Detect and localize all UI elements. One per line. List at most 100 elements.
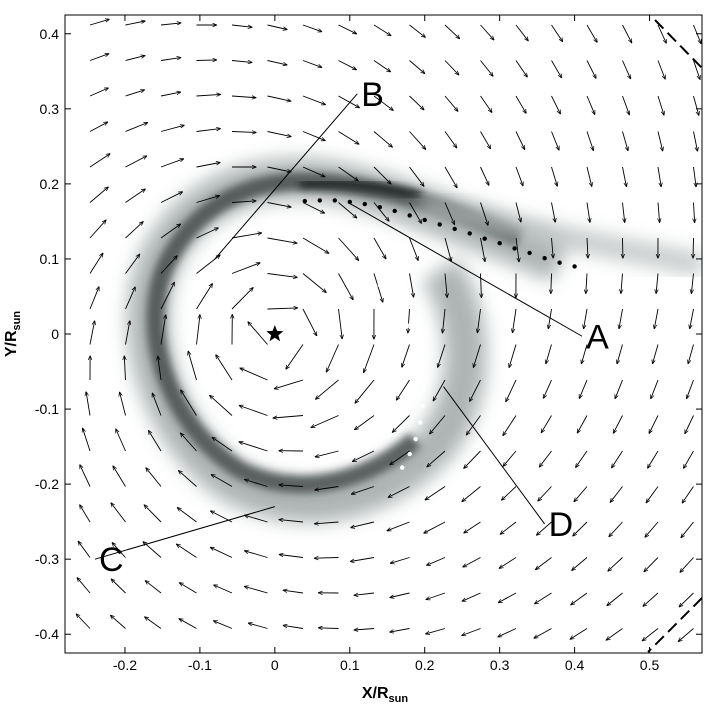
series-point — [332, 198, 337, 203]
density-arm-ridge — [299, 179, 422, 201]
velocity-arrow — [693, 60, 701, 80]
velocity-arrow — [409, 95, 424, 110]
velocity-arrow — [408, 308, 410, 333]
velocity-arrow — [642, 628, 659, 641]
velocity-arrow — [352, 450, 375, 462]
velocity-arrow — [499, 557, 517, 569]
y-tick-label: 0.2 — [40, 176, 60, 192]
series-point — [377, 205, 382, 210]
velocity-arrow — [267, 237, 298, 243]
velocity-arrow — [694, 202, 695, 223]
series-point — [557, 260, 562, 265]
series-point — [542, 256, 547, 261]
series-point — [437, 222, 442, 227]
velocity-arrow — [152, 393, 162, 416]
velocity-arrow — [503, 450, 517, 466]
velocity-arrow — [160, 224, 181, 239]
boundary-dashes — [647, 19, 702, 653]
velocity-arrow — [515, 60, 527, 78]
velocity-arrow — [586, 60, 596, 79]
velocity-arrow — [355, 415, 375, 430]
velocity-arrow — [160, 159, 184, 168]
velocity-arrow — [444, 95, 458, 111]
velocity-arrow — [338, 24, 357, 34]
velocity-arrow — [177, 544, 197, 558]
boundary-dash-bottom — [647, 597, 702, 653]
velocity-arrow — [279, 485, 304, 487]
y-tick-label: 0.3 — [40, 101, 60, 117]
velocity-arrow — [551, 95, 561, 114]
series-point — [377, 283, 382, 288]
velocity-arrow — [615, 379, 623, 399]
velocity-arrow — [551, 166, 558, 186]
velocity-arrow — [351, 486, 375, 495]
velocity-arrow — [543, 379, 552, 398]
velocity-arrow — [390, 628, 410, 633]
velocity-arrow — [480, 237, 486, 262]
velocity-arrow — [473, 344, 481, 368]
velocity-arrow — [430, 415, 446, 434]
velocity-arrow — [657, 166, 661, 187]
velocity-arrow — [409, 60, 425, 74]
velocity-arrow — [515, 131, 525, 150]
velocity-arrow — [610, 486, 623, 503]
velocity-arrow — [302, 60, 322, 68]
velocity-arrow — [125, 189, 146, 203]
velocity-arrow — [196, 284, 213, 310]
velocity-arrow — [481, 273, 482, 298]
velocity-arrow — [351, 521, 375, 528]
velocity-arrow — [240, 368, 268, 381]
velocity-arrow — [573, 521, 588, 536]
velocity-arrow — [231, 96, 256, 98]
velocity-arrow — [231, 24, 252, 27]
series-point — [527, 250, 532, 256]
velocity-arrow — [160, 282, 175, 310]
velocity-arrow — [690, 308, 694, 329]
velocity-arrow — [576, 450, 588, 467]
velocity-arrow — [89, 321, 95, 345]
series-point — [362, 201, 367, 207]
velocity-arrow — [302, 308, 317, 336]
velocity-arrow — [286, 344, 304, 370]
velocity-arrow — [326, 344, 339, 373]
velocity-arrow — [373, 202, 389, 222]
velocity-arrow — [688, 344, 694, 364]
velocity-arrow — [586, 166, 592, 186]
velocity-arrow — [586, 273, 587, 294]
velocity-arrow — [373, 166, 391, 184]
velocity-arrow — [551, 202, 556, 223]
velocity-arrow — [622, 24, 632, 43]
velocity-arrow — [586, 24, 597, 42]
velocity-arrow — [160, 92, 181, 97]
velocity-arrow — [231, 233, 262, 239]
velocity-arrow — [409, 202, 422, 224]
annotation-pointer-a — [349, 202, 583, 337]
density-map — [127, 158, 702, 523]
series-point — [398, 309, 403, 314]
velocity-arrow — [274, 379, 304, 389]
x-tick-label: 0.4 — [565, 657, 585, 673]
velocity-arrow — [693, 95, 699, 115]
velocity-arrow — [551, 131, 560, 151]
velocity-arrow — [444, 131, 457, 148]
velocity-arrow — [196, 228, 219, 239]
x-axis-label: X/Rsun — [362, 685, 409, 705]
velocity-arrow — [657, 60, 665, 80]
velocity-arrow — [535, 592, 552, 604]
velocity-arrow — [619, 308, 623, 329]
y-tick-label: -0.4 — [35, 626, 59, 642]
velocity-arrow — [160, 125, 184, 132]
series-point — [302, 198, 307, 204]
velocity-arrow — [144, 505, 162, 523]
velocity-arrow — [196, 94, 221, 96]
velocity-arrow — [179, 471, 197, 487]
velocity-arrow — [392, 415, 410, 433]
velocity-arrow — [83, 428, 91, 452]
series-point — [388, 295, 394, 301]
velocity-arrow — [574, 486, 588, 502]
velocity-arrow — [315, 486, 339, 491]
velocity-arrow — [196, 60, 217, 61]
velocity-arrow — [607, 592, 623, 606]
velocity-arrow — [409, 24, 426, 37]
